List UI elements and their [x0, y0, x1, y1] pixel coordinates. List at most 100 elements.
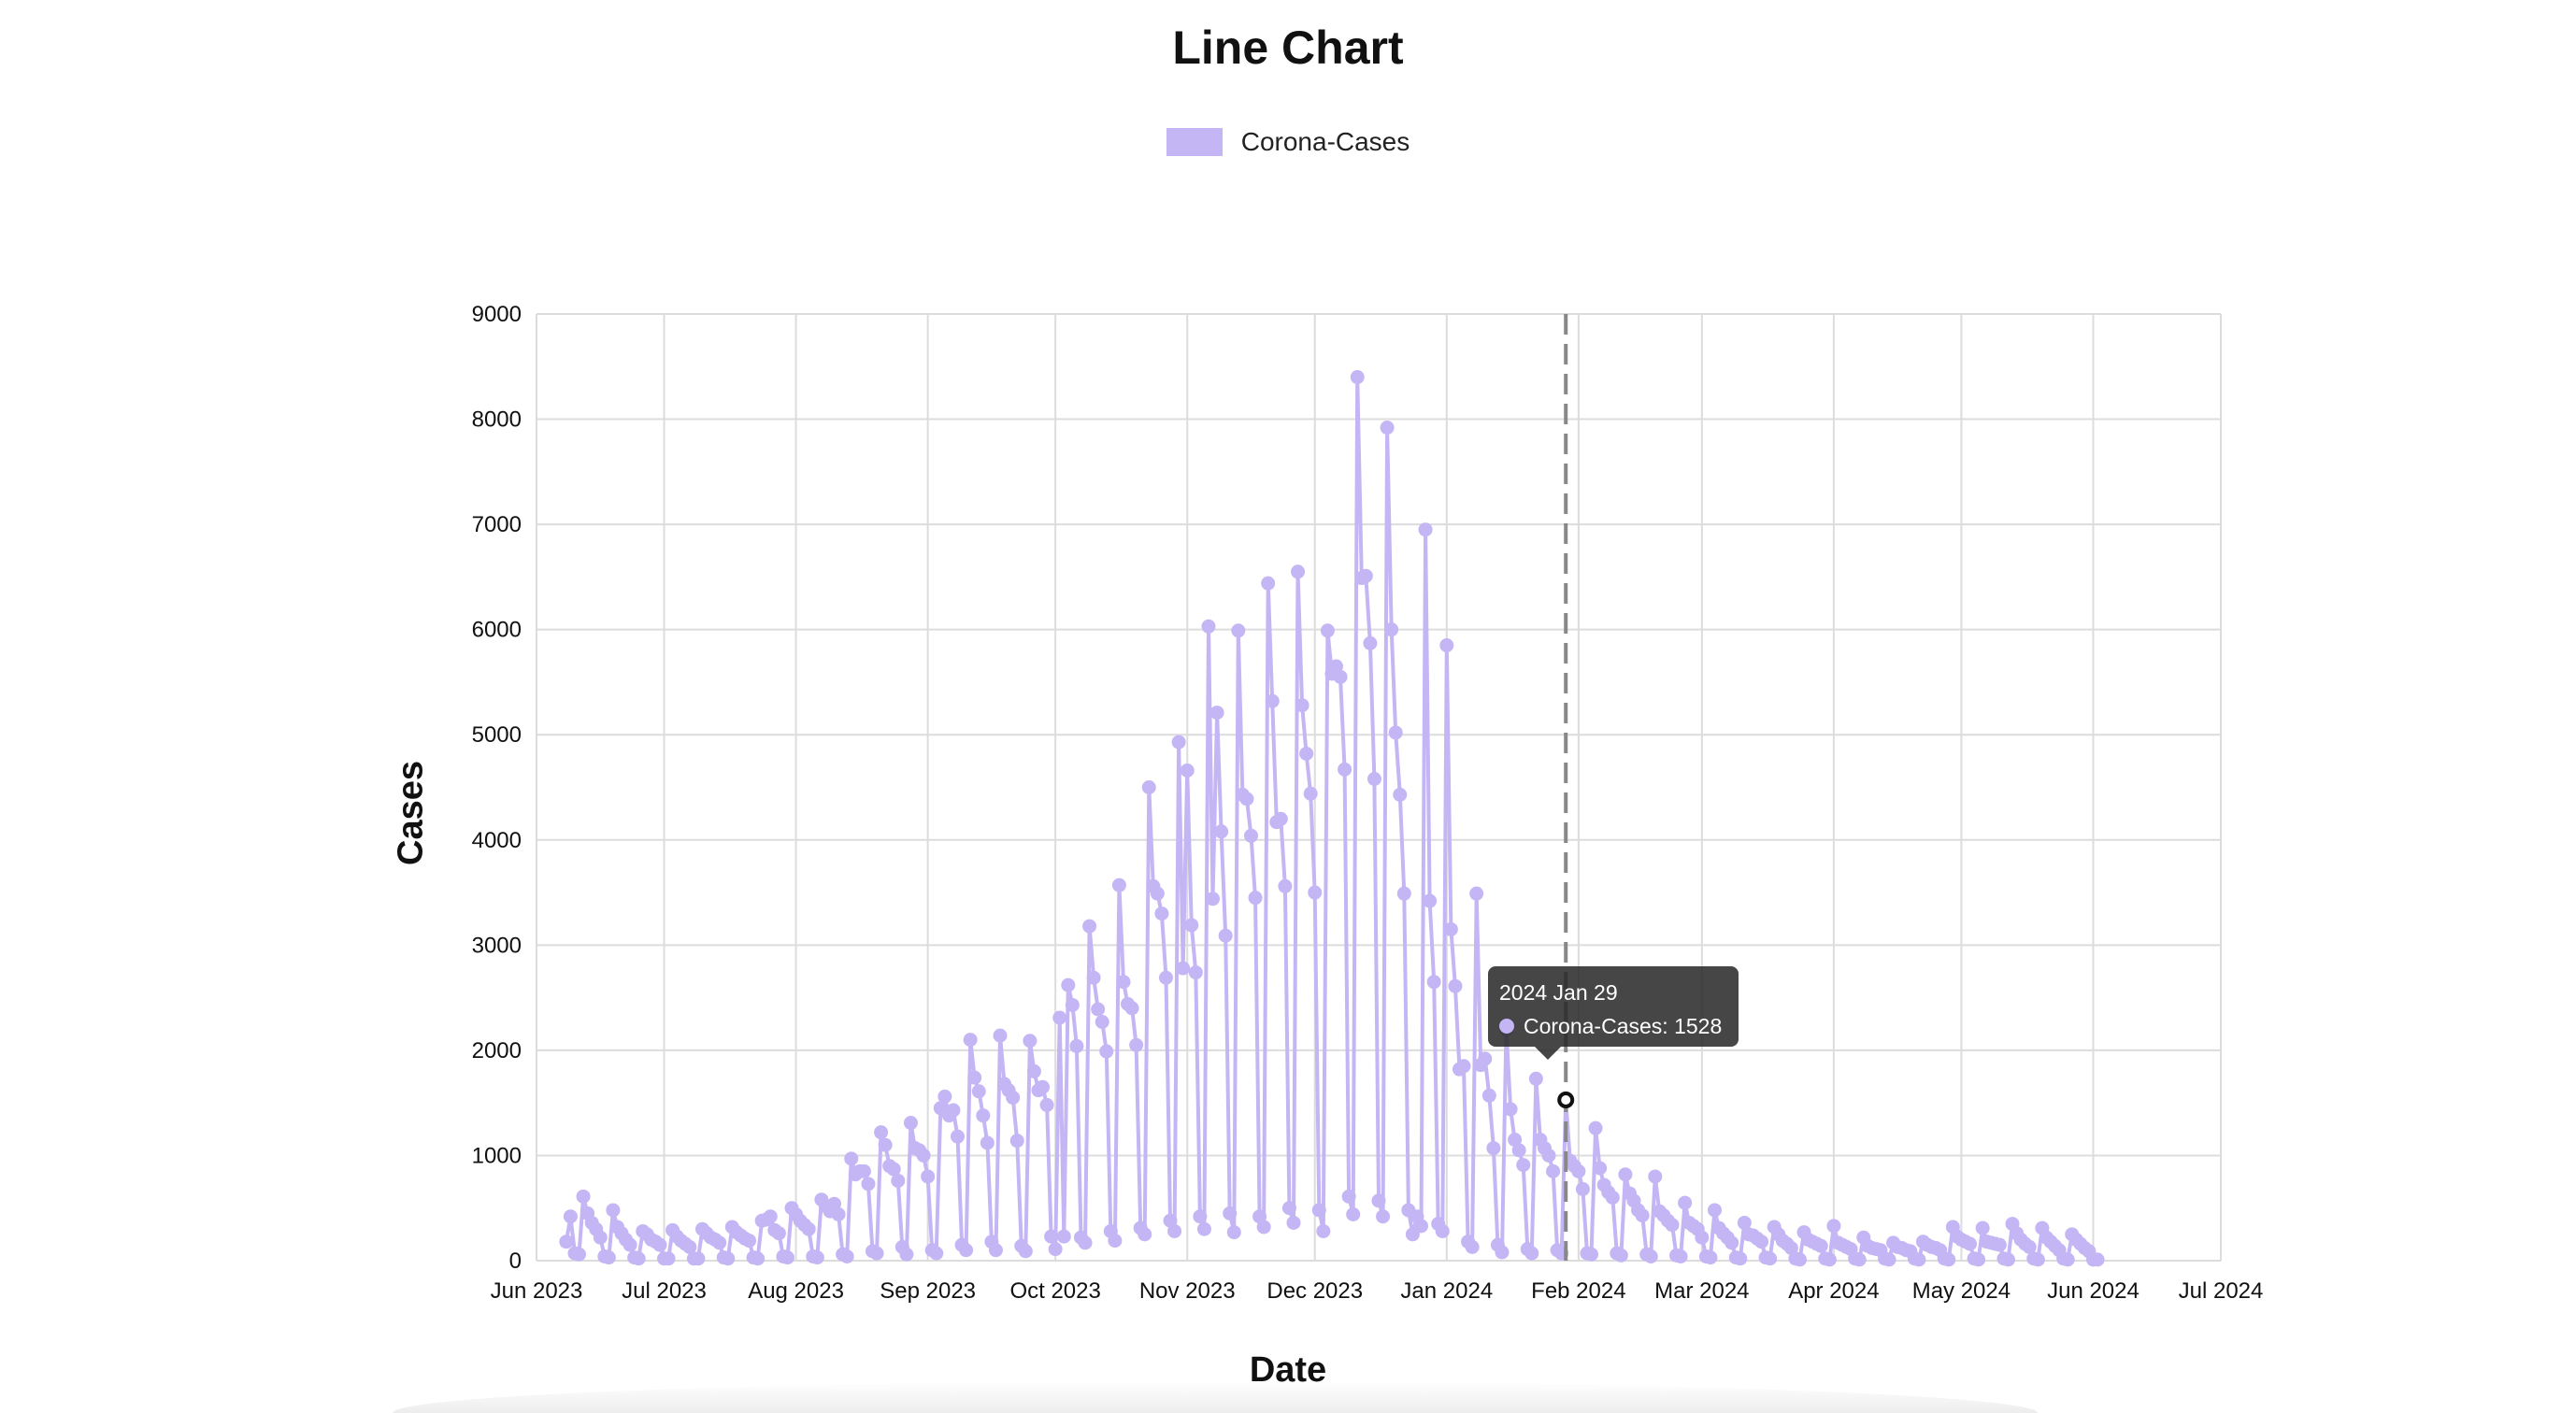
data-point	[988, 1243, 1003, 1258]
data-point	[751, 1251, 766, 1266]
data-point	[1613, 1248, 1628, 1263]
data-point	[963, 1033, 978, 1048]
x-tick-label: Oct 2023	[1009, 1278, 1100, 1304]
data-point	[1129, 1037, 1144, 1052]
data-point	[1308, 885, 1323, 900]
data-point	[1469, 886, 1484, 901]
data-point	[1384, 622, 1399, 637]
x-axis-ticks: Jun 2023 Jul 2023 Aug 2023 Sep 2023 Oct 2023…	[491, 1278, 2264, 1304]
data-point	[1044, 1229, 1059, 1244]
data-point	[1822, 1252, 1837, 1267]
data-point	[1006, 1091, 1021, 1106]
data-point	[1648, 1169, 1663, 1184]
data-point	[1078, 1235, 1093, 1250]
data-point	[1099, 1044, 1114, 1059]
data-point	[1286, 1215, 1301, 1230]
data-point	[1414, 1219, 1429, 1234]
y-tick-label: 6000	[472, 618, 522, 643]
data-point	[1605, 1190, 1620, 1205]
data-point	[652, 1237, 667, 1252]
data-point	[1226, 1225, 1241, 1240]
data-point	[1363, 635, 1378, 650]
legend: Corona-Cases	[0, 127, 2576, 157]
data-point	[1188, 965, 1203, 980]
data-point	[1111, 878, 1126, 892]
y-tick-label: 4000	[472, 828, 522, 853]
data-point	[1511, 1143, 1526, 1158]
legend-swatch[interactable]	[1166, 128, 1223, 156]
data-point	[1737, 1215, 1752, 1230]
data-point	[1231, 623, 1246, 638]
data-point	[976, 1108, 991, 1123]
data-point	[1328, 659, 1343, 674]
data-point	[1065, 997, 1080, 1012]
data-point	[1303, 786, 1318, 801]
legend-label[interactable]: Corona-Cases	[1240, 127, 1410, 156]
tooltip-value: Corona-Cases: 1528	[1524, 1014, 1723, 1038]
data-point	[1643, 1249, 1658, 1263]
data-point	[1248, 891, 1263, 906]
data-point	[916, 1148, 931, 1163]
y-tick-label: 0	[509, 1249, 522, 1274]
data-point	[1223, 1206, 1238, 1220]
x-tick-label: May 2024	[1912, 1278, 2011, 1304]
y-tick-label: 3000	[472, 933, 522, 958]
data-point	[1992, 1237, 2007, 1252]
data-point	[1350, 370, 1365, 385]
data-point	[1316, 1223, 1331, 1238]
data-point	[1426, 975, 1441, 990]
data-point	[682, 1239, 697, 1254]
data-point	[1256, 1220, 1271, 1235]
data-point	[1971, 1252, 1986, 1267]
data-point	[1852, 1252, 1867, 1267]
data-point	[1295, 698, 1309, 713]
data-point	[839, 1249, 854, 1263]
data-point	[929, 1246, 944, 1261]
data-point	[903, 1116, 918, 1131]
x-tick-label: Mar 2024	[1654, 1278, 1749, 1304]
data-point	[1086, 970, 1101, 985]
data-point	[1039, 1097, 1054, 1112]
data-point	[1367, 771, 1381, 786]
data-point	[937, 1089, 952, 1104]
data-point	[721, 1251, 736, 1266]
data-point	[1665, 1218, 1680, 1233]
data-point	[2030, 1252, 2045, 1267]
x-tick-label: Aug 2023	[748, 1278, 844, 1304]
data-point	[971, 1084, 986, 1099]
data-point	[1826, 1219, 1841, 1234]
y-tick-label: 5000	[472, 722, 522, 748]
data-point	[1508, 1133, 1523, 1148]
data-point	[1108, 1234, 1123, 1249]
data-point	[1265, 693, 1280, 708]
data-point	[559, 1235, 574, 1249]
data-point	[1196, 1221, 1211, 1236]
tooltip-arrow	[1535, 1047, 1561, 1060]
data-point	[623, 1237, 637, 1252]
tooltip-series-dot	[1499, 1019, 1514, 1034]
data-point	[1376, 1209, 1391, 1224]
data-point	[593, 1230, 608, 1245]
data-point	[1214, 824, 1229, 839]
series-corona-cases	[559, 370, 2105, 1267]
data-point	[1941, 1252, 1956, 1267]
data-point	[771, 1226, 786, 1241]
data-point	[801, 1221, 816, 1236]
data-point	[1516, 1158, 1531, 1173]
data-point	[1206, 892, 1221, 906]
data-point	[1524, 1246, 1539, 1261]
data-point	[691, 1251, 706, 1266]
data-point	[1380, 421, 1395, 435]
chart-title: Line Chart	[1172, 21, 1404, 74]
data-point	[1281, 1201, 1296, 1216]
data-point	[869, 1246, 884, 1261]
data-point	[1252, 1209, 1267, 1224]
data-point	[951, 1129, 965, 1144]
data-point	[1176, 961, 1191, 976]
data-point	[1209, 706, 1224, 721]
data-point	[1813, 1238, 1828, 1253]
data-point	[2000, 1252, 2015, 1267]
data-point	[959, 1243, 974, 1258]
data-point	[1171, 735, 1186, 749]
